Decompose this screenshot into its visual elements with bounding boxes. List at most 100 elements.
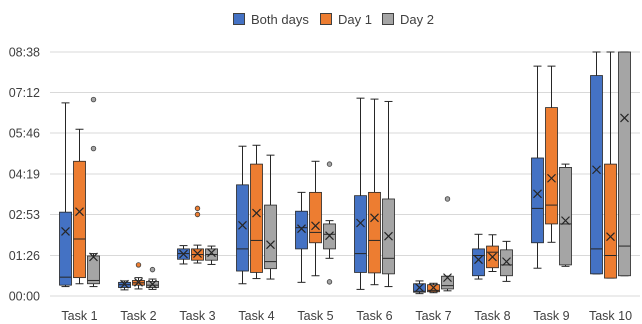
box-day-2-task-6 — [382, 100, 395, 288]
x-axis: Task 1 Task 2 Task 3 Task 4 Task 5 Task 6 Task… — [61, 309, 632, 323]
outlier-point-2 — [326, 161, 333, 167]
box-both-days-task-2 — [118, 279, 131, 291]
mean-marker — [561, 216, 570, 226]
mean-marker — [592, 165, 601, 175]
mean-marker — [311, 221, 320, 231]
box-day-2-task-9 — [559, 163, 572, 267]
box-day-2-task-1 — [87, 96, 100, 288]
mean-marker — [148, 279, 157, 289]
box-both-days-task-9 — [531, 65, 544, 269]
box-iqr — [590, 75, 603, 275]
mean-marker — [297, 224, 306, 234]
mean-marker — [61, 227, 70, 236]
y-tick-label-00-00: 00:00 — [9, 290, 40, 304]
box-day-1-task-9 — [545, 65, 558, 243]
mean-marker — [134, 277, 143, 287]
box-day-2-task-5 — [323, 161, 336, 285]
box-iqr — [472, 248, 485, 277]
mean-marker — [179, 249, 188, 259]
mean-marker — [120, 279, 129, 289]
mean-marker — [266, 240, 275, 250]
box-both-days-task-4 — [236, 145, 249, 285]
box-day-2-task-8 — [500, 240, 513, 282]
y-tick-label-07-12: 07:12 — [9, 86, 40, 100]
box-iqr — [87, 255, 100, 285]
mean-marker — [370, 213, 379, 223]
box-day-1-task-1 — [73, 128, 86, 285]
box-iqr — [236, 184, 249, 272]
box-iqr — [73, 160, 86, 279]
y-tick-label-01-26: 01:26 — [9, 249, 40, 263]
mean-marker — [429, 283, 438, 292]
x-tick-label-task-5: Task 5 — [297, 309, 333, 323]
box-day-2-task-10 — [618, 51, 631, 277]
mean-marker — [474, 255, 483, 265]
box-iqr — [618, 51, 631, 277]
outlier-point-1 — [90, 145, 97, 152]
mean-marker — [443, 273, 452, 283]
legend-item-day-2: Day 2 — [382, 10, 434, 28]
box-iqr — [59, 211, 72, 286]
outlier-point-1 — [444, 196, 451, 202]
mean-marker — [252, 208, 261, 218]
y-axis: 00:00 01:26 02:53 04:19 05:46 07:12 08:38 — [9, 46, 40, 304]
box-day-1-task-4 — [250, 144, 263, 280]
x-tick-label-task-10: Task 10 — [589, 309, 632, 323]
mean-marker — [606, 232, 615, 242]
x-tick-label-task-6: Task 6 — [356, 309, 392, 323]
mean-marker — [89, 252, 98, 262]
box-both-days-task-10 — [590, 51, 603, 275]
box-iqr — [309, 191, 322, 244]
box-day-2-task-2 — [146, 266, 159, 290]
x-tick-label-task-1: Task 1 — [61, 309, 97, 323]
box-iqr — [559, 167, 572, 266]
legend-item-both-days: Both days — [233, 10, 309, 28]
outlier-point-1 — [149, 266, 156, 273]
box-series — [59, 51, 631, 295]
mean-marker — [547, 173, 556, 183]
box-iqr — [545, 107, 558, 225]
outlier-point-1 — [194, 211, 201, 218]
y-tick-label-05-46: 05:46 — [9, 127, 40, 141]
legend: Both days Day 1 Day 2 — [0, 0, 642, 36]
box-both-days-task-1 — [59, 102, 72, 288]
mean-marker — [415, 283, 424, 292]
mean-marker — [488, 252, 497, 262]
gridlines — [50, 51, 640, 297]
mean-marker — [356, 218, 365, 228]
box-iqr — [295, 210, 308, 250]
box-day-1-task-6 — [368, 98, 381, 286]
box-day-2-task-7 — [441, 196, 454, 292]
legend-swatch-both-days — [233, 13, 245, 25]
mean-marker — [325, 231, 334, 241]
mean-marker — [620, 113, 629, 123]
x-tick-label-task-8: Task 8 — [474, 309, 510, 323]
box-iqr — [250, 163, 263, 273]
mean-marker — [207, 248, 216, 258]
legend-label-both-days: Both days — [251, 11, 309, 27]
outlier-point-2 — [90, 96, 97, 103]
outlier-point-2 — [194, 205, 201, 212]
legend-label-day-2: Day 2 — [400, 11, 434, 27]
box-iqr — [500, 249, 513, 277]
x-tick-label-task-3: Task 3 — [179, 309, 215, 323]
box-both-days-task-3 — [177, 245, 190, 265]
legend-item-day-1: Day 1 — [320, 10, 372, 28]
box-iqr — [264, 204, 277, 270]
box-iqr — [354, 195, 367, 273]
mean-marker — [533, 189, 542, 199]
box-both-days-task-7 — [413, 280, 426, 295]
legend-label-day-1: Day 1 — [338, 11, 372, 27]
box-day-1-task-8 — [486, 234, 499, 273]
x-tick-label-task-9: Task 9 — [533, 309, 569, 323]
mean-marker — [75, 207, 84, 217]
x-tick-label-task-2: Task 2 — [120, 309, 156, 323]
box-iqr — [368, 191, 381, 274]
legend-swatch-day-1 — [320, 13, 332, 25]
box-day-1-task-2 — [132, 262, 145, 290]
box-both-days-task-5 — [295, 191, 308, 283]
box-day-1-task-5 — [309, 160, 322, 277]
mean-marker — [238, 220, 247, 230]
box-day-1-task-3 — [191, 205, 204, 264]
